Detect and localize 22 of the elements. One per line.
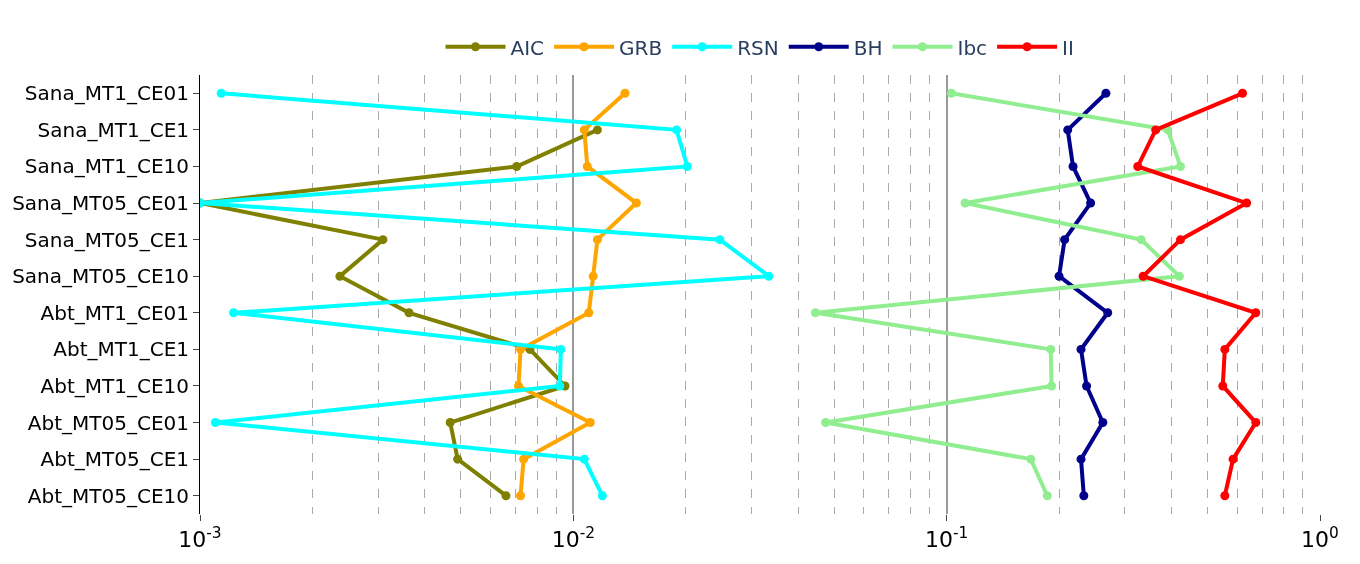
legend-label: BH	[853, 35, 883, 60]
y-tick-label: Sana_MT1_CE10	[24, 154, 189, 179]
legend-label: RSN	[737, 35, 779, 60]
y-tick-label: Abt_MT05_CE1	[40, 447, 189, 472]
y-tick-label: Abt_MT05_CE10	[27, 483, 189, 508]
y-tick-label: Sana_MT05_CE01	[12, 191, 189, 216]
x-tick-label: 10$^{-3}$	[178, 524, 222, 553]
y-tick-label: Abt_MT1_CE10	[40, 373, 189, 398]
y-tick-label: Abt_MT05_CE01	[27, 410, 189, 435]
y-tick-label: Abt_MT1_CE1	[53, 337, 189, 362]
y-tick-label: Sana_MT05_CE10	[12, 264, 189, 289]
x-tick-label: 10$^{0}$	[1301, 524, 1339, 553]
x-tick-label: 10$^{-1}$	[924, 524, 969, 553]
y-tick-label: Sana_MT1_CE01	[24, 81, 189, 106]
legend-label: Ibc	[957, 35, 988, 60]
y-tick-label: Sana_MT1_CE1	[37, 117, 189, 142]
y-tick-label: Sana_MT05_CE1	[24, 227, 189, 252]
y-tick-label: Abt_MT1_CE01	[40, 300, 189, 325]
legend-label: AIC	[510, 35, 545, 60]
legend-label: GRB	[619, 35, 663, 60]
legend-label: II	[1062, 35, 1074, 60]
x-tick-label: 10$^{-2}$	[551, 524, 596, 553]
